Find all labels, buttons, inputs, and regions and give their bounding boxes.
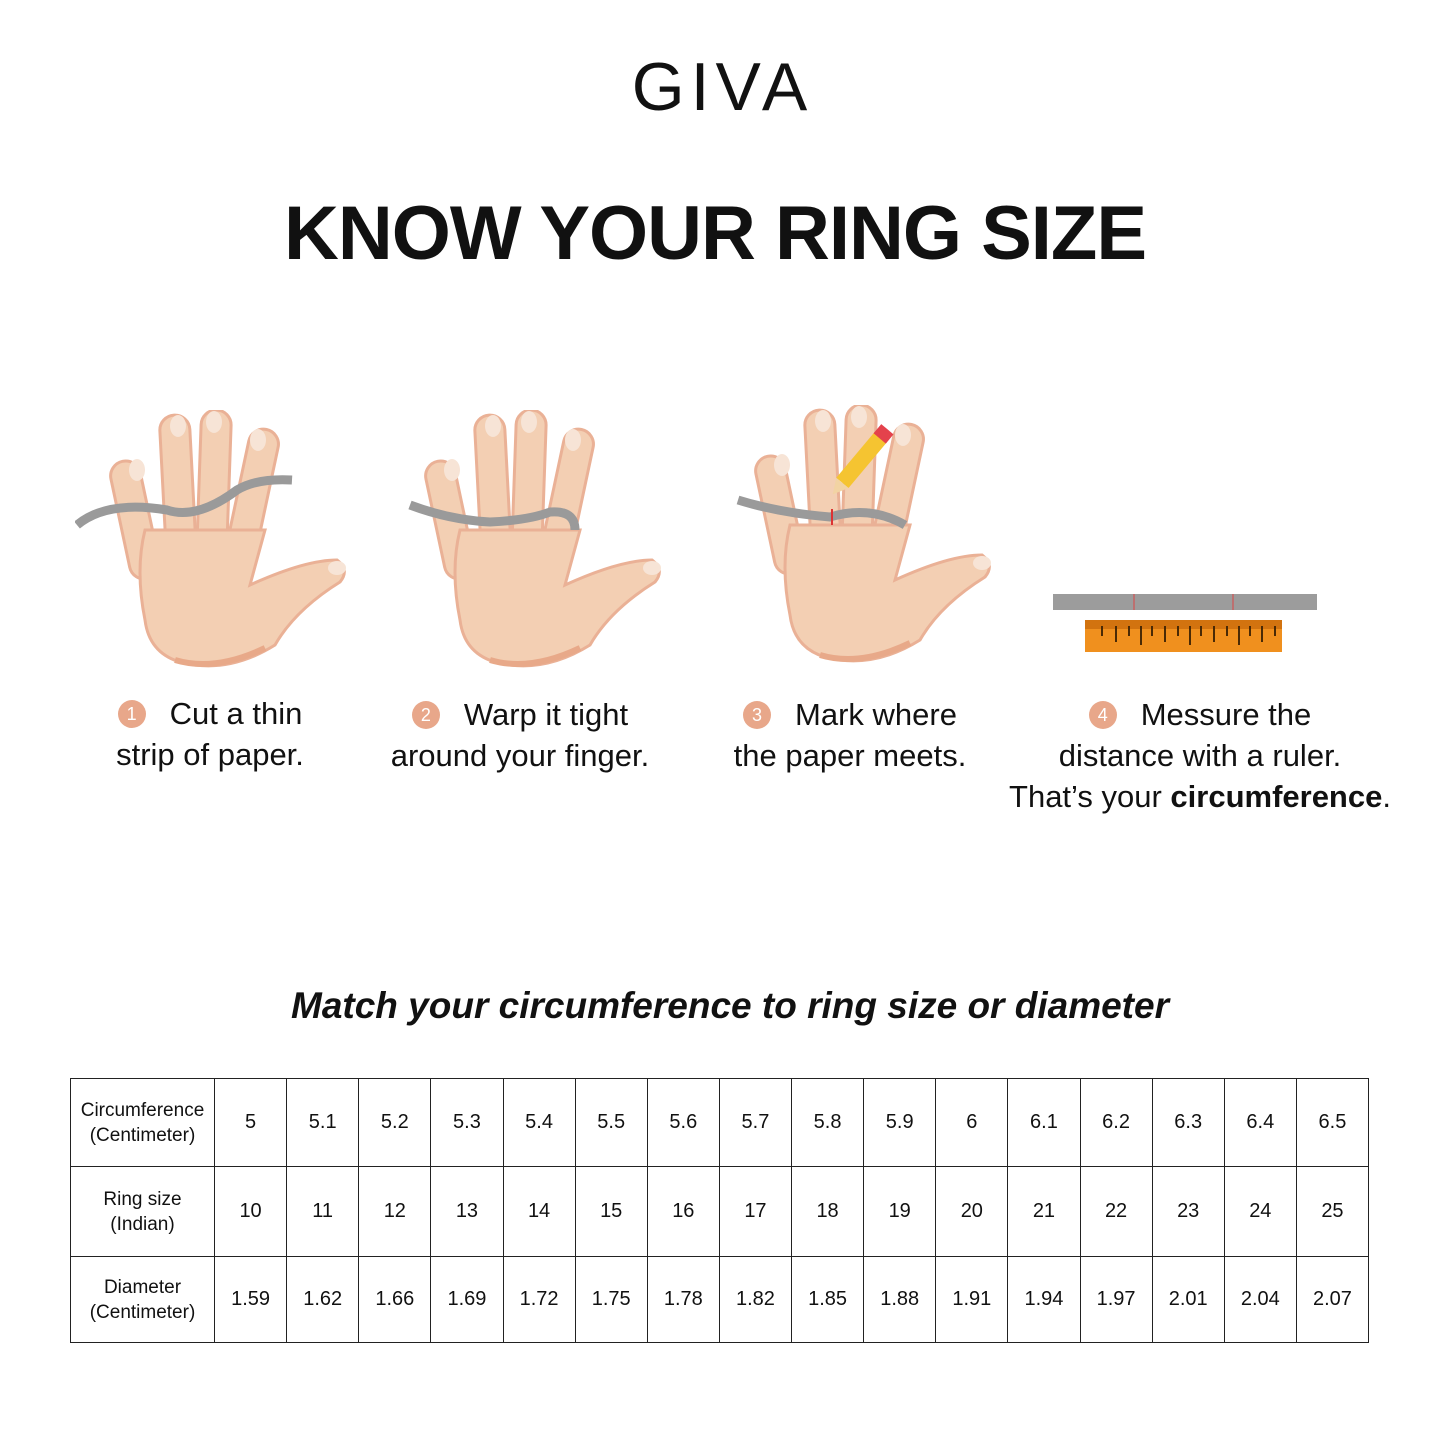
step-text: the paper meets. [733,738,967,773]
step-3: 3 Mark where the paper meets. [700,694,1000,776]
table-cell: 6.5 [1295,1078,1370,1167]
ring-size-table: Circumference (Centimeter) 5 5.1 5.2 5.3 5.4 5.… [70,1078,1370,1343]
table-cell: 5 [213,1078,288,1167]
table-cell: 5.4 [502,1078,576,1167]
step-4: 4 Messure the distance with a ruler. That… [990,694,1410,817]
ruler-illustration [1053,594,1317,652]
table-cell: 6.2 [1079,1078,1153,1167]
table-cell: 5.1 [286,1078,360,1167]
table-row: Ring size (Indian) 10 11 12 13 14 15 16 17 18 19 20 2… [70,1166,1370,1257]
table-cell: 23 [1151,1166,1225,1257]
pencil-icon [832,424,894,495]
step-number-badge: 4 [1088,701,1117,729]
row-header: Circumference (Centimeter) [70,1078,215,1167]
step-text: strip of paper. [116,737,304,772]
table-cell: 14 [502,1166,576,1257]
table-cell: 1.97 [1079,1256,1153,1343]
table-cell: 1.69 [430,1256,504,1343]
step-text: Cut a thin [169,696,303,731]
row-header-label: Circumference [80,1099,205,1121]
row-header: Ring size (Indian) [70,1166,215,1257]
table-cell: 6.1 [1007,1078,1081,1167]
table-cell: 1.94 [1007,1256,1081,1343]
table-cell: 1.72 [502,1256,576,1343]
table-cell: 5.2 [358,1078,432,1167]
row-header: Diameter (Centimeter) [70,1256,215,1343]
step-number-badge: 1 [117,700,146,728]
table-cell: 24 [1223,1166,1297,1257]
table-cell: 15 [574,1166,648,1257]
row-header-unit: (Centimeter) [89,1301,196,1323]
row-header-label: Diameter [103,1276,182,1298]
paper-strip [736,495,908,529]
paper-strip [1053,594,1317,610]
table-cell: 2.04 [1223,1256,1297,1343]
table-cell: 1.66 [358,1256,432,1343]
step-text: That’s your [1009,779,1171,814]
step-text: . [1382,779,1391,814]
table-cell: 2.01 [1151,1256,1225,1343]
table-row: Circumference (Centimeter) 5 5.1 5.2 5.3 5.4 5.… [70,1078,1370,1167]
brand-logo: GIVA [631,49,814,125]
step-text-emphasis: circumference [1170,779,1383,814]
step-2: 2 Warp it tight around your finger. [360,694,680,776]
table-cell: 6.3 [1151,1078,1225,1167]
step-text: Messure the [1140,697,1312,732]
hand-wrap-illustration [408,410,670,670]
table-cell: 22 [1079,1166,1153,1257]
table-cell: 19 [863,1166,937,1257]
table-cell: 1.82 [718,1256,793,1343]
step-text: distance with a ruler. [1058,738,1342,773]
table-cell: 5.9 [863,1078,937,1167]
step-1: 1 Cut a thin strip of paper. [80,693,340,775]
table-cell: 6.4 [1223,1078,1297,1167]
row-header-label: Ring size [103,1188,182,1210]
table-cell: 16 [646,1166,720,1257]
step-text: Warp it tight [463,697,629,732]
table-cell: 17 [718,1166,793,1257]
table-row: Diameter (Centimeter) 1.59 1.62 1.66 1.69 1.72… [70,1256,1370,1343]
table-cell: 1.59 [213,1256,288,1343]
table-cell: 6 [935,1078,1009,1167]
table-cell: 2.07 [1295,1256,1370,1343]
table-cell: 1.91 [935,1256,1009,1343]
table-cell: 1.85 [790,1256,865,1343]
table-cell: 13 [430,1166,504,1257]
table-cell: 5.6 [646,1078,720,1167]
table-cell: 5.3 [430,1078,504,1167]
table-cell: 5.7 [718,1078,793,1167]
table-cell: 5.5 [574,1078,648,1167]
table-cell: 1.78 [646,1256,720,1343]
step-text: around your finger. [390,738,650,773]
hand-mark-illustration [736,405,1000,665]
table-cell: 20 [935,1166,1009,1257]
table-cell: 1.75 [574,1256,648,1343]
page-title: KNOW YOUR RING SIZE [283,191,1147,276]
table-cell: 11 [286,1166,360,1257]
step-number-badge: 2 [411,701,440,729]
table-cell: 5.8 [790,1078,865,1167]
paper-strip [75,475,293,529]
table-cell: 1.88 [863,1256,937,1343]
step-number-badge: 3 [743,701,772,729]
table-cell: 10 [213,1166,288,1257]
table-cell: 21 [1007,1166,1081,1257]
table-cell: 1.62 [286,1256,360,1343]
table-subtitle: Match your circumference to ring size or… [291,985,1169,1026]
table-cell: 25 [1295,1166,1370,1257]
row-header-unit: (Centimeter) [89,1124,196,1146]
table-cell: 12 [358,1166,432,1257]
table-cell: 18 [790,1166,865,1257]
step-text: Mark where [795,697,957,732]
paper-strip [408,500,580,531]
hand-strip-illustration [75,410,355,670]
row-header-unit: (Indian) [110,1213,175,1235]
